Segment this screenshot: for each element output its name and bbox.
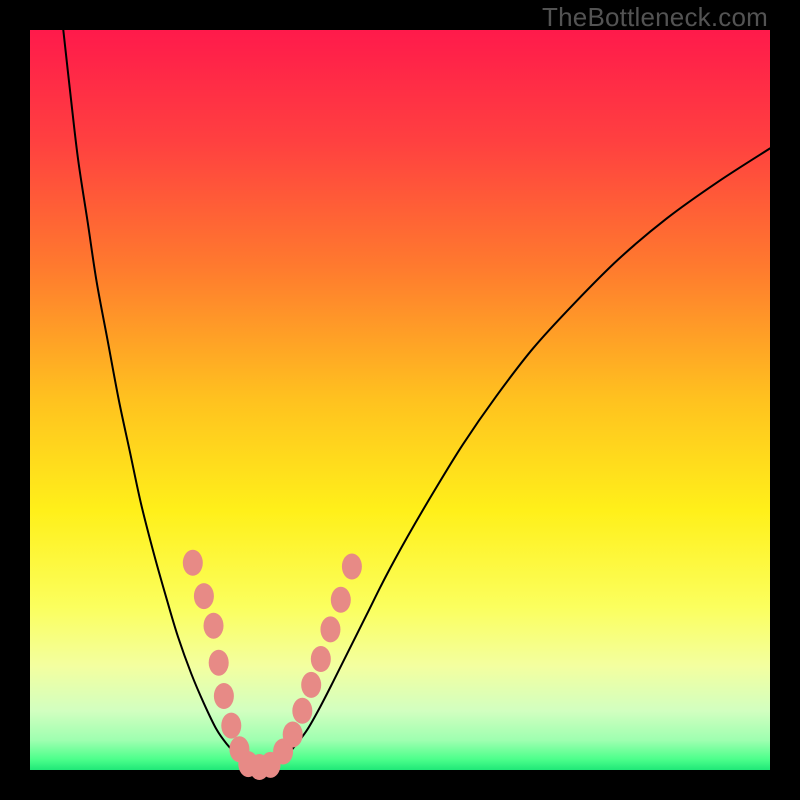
curve-marker <box>331 587 351 613</box>
curve-marker <box>292 698 312 724</box>
curve-layer <box>30 30 770 770</box>
curve-marker <box>311 646 331 672</box>
plot-area <box>30 30 770 770</box>
curve-marker <box>209 650 229 676</box>
curve-marker <box>204 613 224 639</box>
curve-marker <box>221 713 241 739</box>
bottleneck-curve <box>63 30 770 768</box>
curve-marker <box>214 683 234 709</box>
curve-marker <box>320 616 340 642</box>
curve-marker <box>301 672 321 698</box>
curve-marker <box>183 550 203 576</box>
curve-marker <box>283 721 303 747</box>
curve-marker <box>194 583 214 609</box>
curve-marker <box>342 554 362 580</box>
watermark-text: TheBottleneck.com <box>542 2 768 33</box>
